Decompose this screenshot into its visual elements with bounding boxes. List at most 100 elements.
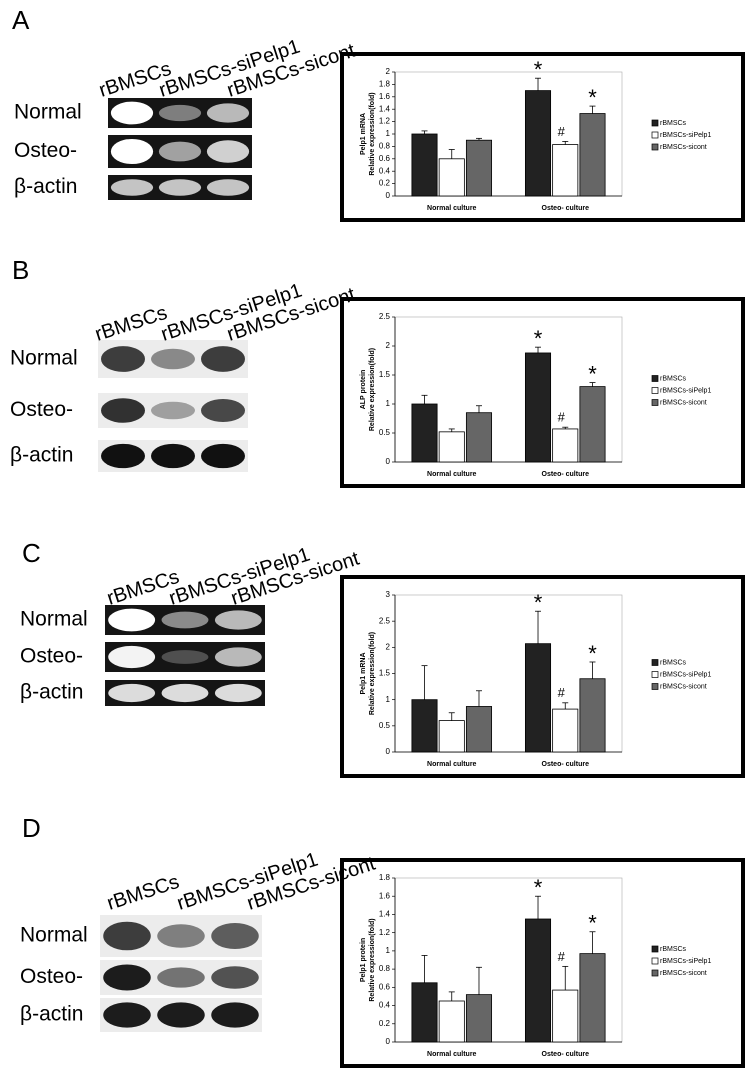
legend-label: rBMSCs-siPelp1 — [660, 671, 711, 678]
gel-band — [158, 179, 202, 196]
y-tick-label: 0.5 — [379, 428, 391, 437]
bar — [465, 994, 493, 1043]
significance-mark: # — [558, 124, 566, 139]
x-tick-label: Normal culture — [427, 205, 477, 212]
significance-mark: * — [588, 911, 597, 936]
y-tick-label: 1 — [386, 695, 391, 704]
legend-swatch — [651, 131, 659, 139]
x-tick-label: Osteo- culture — [542, 205, 590, 212]
row-label: Normal — [14, 101, 82, 124]
chart-frame — [340, 575, 745, 778]
y-tick-label: 1 — [386, 129, 391, 138]
bar — [438, 1000, 465, 1043]
gel-band — [101, 443, 145, 469]
bar — [438, 431, 465, 463]
gel-band — [101, 346, 145, 372]
legend-swatch — [651, 671, 659, 678]
y-tick-label: 2.5 — [379, 312, 391, 321]
legend-label: rBMSCs-sicont — [660, 399, 707, 406]
x-tick-label: Normal culture — [427, 761, 477, 768]
row-label: Osteo- — [14, 139, 77, 162]
y-tick-label: 1 — [386, 946, 391, 955]
gel-band — [108, 608, 156, 632]
y-axis-label: Relative expression(fold) — [369, 92, 376, 175]
bar — [438, 720, 465, 753]
gel-band — [214, 683, 262, 703]
bar — [552, 989, 579, 1043]
x-tick-label: Normal culture — [427, 471, 477, 478]
y-tick-label: 2.5 — [379, 616, 391, 625]
x-tick-label: Osteo- culture — [542, 761, 590, 768]
bar — [579, 386, 606, 463]
gel-band — [101, 398, 145, 423]
gel-band — [110, 138, 154, 165]
panel-letter: C — [22, 538, 41, 568]
significance-mark: * — [588, 641, 597, 666]
row-label: Osteo- — [20, 645, 83, 668]
lane-label: rBMSCs — [104, 871, 182, 915]
y-axis-label: Relative expression(fold) — [369, 348, 376, 431]
y-tick-label: 0 — [386, 1037, 391, 1046]
gel-band — [206, 140, 250, 163]
legend-swatch — [651, 375, 659, 382]
x-tick-label: Osteo- culture — [542, 1051, 590, 1058]
legend-label: rBMSCs-sicont — [660, 683, 707, 690]
panel-letter: B — [12, 255, 29, 285]
y-tick-label: 0.6 — [379, 982, 391, 991]
x-tick-label: Osteo- culture — [542, 471, 590, 478]
legend-label: rBMSCs-sicont — [660, 970, 707, 977]
significance-mark: * — [588, 85, 597, 110]
bar — [552, 144, 579, 197]
legend-label: rBMSCs-siPelp1 — [660, 387, 711, 394]
panel-letter: A — [12, 5, 30, 35]
y-tick-label: 1.6 — [379, 92, 391, 101]
gel-band — [201, 346, 245, 372]
legend-swatch — [651, 387, 659, 394]
legend-label: rBMSCs — [660, 375, 687, 382]
y-tick-label: 1.2 — [379, 928, 391, 937]
bar — [438, 158, 465, 197]
bar — [411, 133, 438, 197]
significance-mark: # — [558, 410, 566, 425]
y-tick-label: 0.8 — [379, 142, 391, 151]
y-axis-label: Relative expression(fold) — [369, 632, 376, 715]
bar — [524, 90, 552, 197]
significance-mark: * — [588, 361, 597, 386]
y-tick-label: 0.2 — [379, 1019, 391, 1028]
gel-band — [211, 966, 259, 989]
y-tick-label: 1.5 — [379, 669, 391, 678]
y-axis-label: Pelp1 mRNA — [360, 113, 367, 155]
gel-band — [201, 443, 245, 469]
bar — [465, 139, 493, 197]
gel-band — [103, 1002, 151, 1028]
significance-mark: * — [534, 590, 543, 615]
row-label: β-actin — [10, 444, 73, 467]
y-tick-label: 0.4 — [379, 166, 391, 175]
y-axis-label: ALP protein — [360, 370, 367, 410]
y-tick-label: 0 — [386, 457, 391, 466]
y-axis-label: Pelp1 protein — [360, 938, 367, 982]
gel-band — [161, 611, 209, 629]
gel-band — [214, 610, 262, 630]
y-tick-label: 0 — [386, 747, 391, 756]
x-tick-label: Normal culture — [427, 1051, 477, 1058]
bar — [524, 352, 552, 463]
row-label: Osteo- — [10, 398, 73, 421]
y-tick-label: 1.5 — [379, 370, 391, 379]
row-label: β-actin — [20, 1003, 83, 1026]
legend-swatch — [651, 399, 659, 406]
y-tick-label: 1.4 — [379, 910, 391, 919]
legend-swatch — [651, 957, 659, 965]
bar — [411, 982, 438, 1043]
significance-mark: * — [534, 326, 543, 351]
legend-label: rBMSCs-siPelp1 — [660, 132, 711, 139]
gel-band — [151, 401, 195, 420]
legend-label: rBMSCs — [660, 659, 687, 666]
gel-band — [103, 921, 151, 951]
y-tick-label: 1.8 — [379, 80, 391, 89]
significance-mark: * — [534, 875, 543, 900]
legend-swatch — [651, 969, 659, 977]
gel-band — [158, 141, 202, 162]
y-tick-label: 0.6 — [379, 154, 391, 163]
row-label: β-actin — [20, 681, 83, 704]
